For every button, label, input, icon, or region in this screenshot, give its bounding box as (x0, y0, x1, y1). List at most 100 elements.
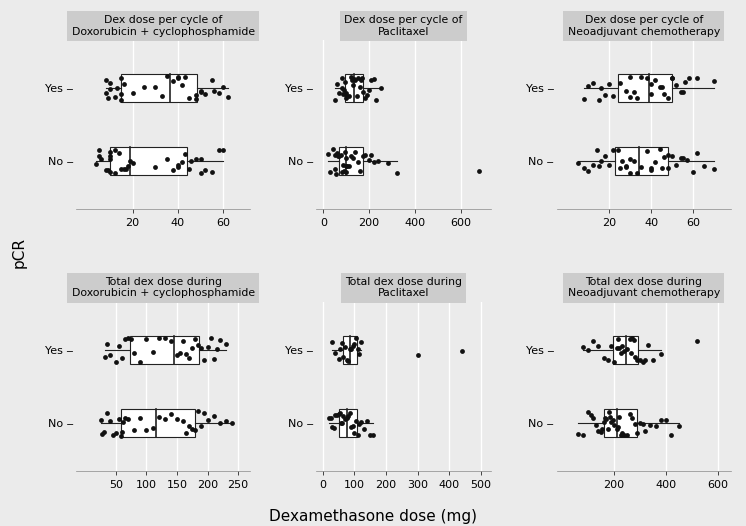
Title: Total dex dose during
Doxorubicin + cyclophosphamide: Total dex dose during Doxorubicin + cycl… (72, 277, 255, 298)
Point (156, 92, 168, 100)
FancyBboxPatch shape (613, 336, 638, 363)
Point (101, 409, 113, 418)
Point (226, 419, 238, 428)
Point (199, 89, 211, 98)
Point (342, 357, 354, 365)
Point (606, 418, 618, 426)
Point (116, 74, 128, 82)
Point (342, 161, 354, 170)
Point (104, 351, 116, 359)
Point (332, 152, 344, 160)
Point (607, 145, 619, 154)
Point (220, 339, 232, 348)
Point (160, 154, 172, 163)
Point (586, 79, 598, 88)
Point (167, 166, 179, 175)
Point (116, 95, 128, 104)
Point (334, 345, 346, 353)
Point (104, 85, 116, 94)
Point (650, 157, 662, 166)
Point (612, 146, 624, 154)
Point (336, 339, 348, 347)
Point (620, 163, 632, 171)
Point (595, 428, 607, 436)
Point (612, 335, 624, 343)
Point (101, 94, 113, 102)
Point (368, 431, 380, 439)
Point (616, 342, 628, 350)
Point (167, 77, 179, 85)
Point (116, 90, 128, 98)
Point (348, 74, 360, 83)
Point (615, 431, 627, 440)
Point (628, 88, 640, 96)
Point (577, 342, 589, 351)
Point (677, 87, 689, 96)
Point (624, 335, 636, 343)
Point (671, 160, 683, 169)
Point (606, 342, 618, 350)
Point (620, 162, 632, 170)
Point (153, 334, 165, 342)
Point (662, 94, 674, 102)
Point (361, 90, 373, 99)
Point (93, 146, 104, 154)
Point (366, 150, 377, 159)
Point (99, 88, 111, 97)
Point (698, 161, 709, 170)
Point (636, 358, 648, 366)
Point (342, 162, 354, 170)
Point (328, 424, 340, 432)
Point (572, 159, 584, 168)
Point (159, 415, 171, 423)
Point (683, 74, 695, 82)
Point (336, 84, 348, 92)
Point (344, 409, 356, 418)
Point (631, 429, 643, 438)
Point (127, 159, 139, 167)
Point (222, 93, 233, 101)
Point (117, 418, 129, 426)
Point (606, 416, 618, 424)
Title: Dex dose per cycle of
Neoadjuvant chemotherapy: Dex dose per cycle of Neoadjuvant chemot… (568, 15, 720, 37)
Point (608, 421, 620, 429)
Point (195, 88, 207, 96)
Point (355, 418, 367, 427)
Point (190, 95, 202, 104)
Point (618, 430, 630, 439)
Point (679, 78, 691, 86)
Point (350, 333, 362, 342)
Point (93, 151, 104, 160)
Point (207, 412, 219, 420)
Point (340, 94, 352, 103)
Point (391, 169, 403, 177)
Point (199, 165, 211, 174)
Point (334, 150, 346, 159)
Title: Dex dose per cycle of
Paclitaxel: Dex dose per cycle of Paclitaxel (345, 15, 463, 37)
Point (658, 153, 670, 161)
Point (473, 167, 485, 175)
Point (630, 93, 642, 102)
Point (184, 94, 195, 103)
Point (374, 84, 386, 92)
Point (329, 95, 341, 104)
Point (99, 353, 111, 361)
Point (583, 167, 595, 175)
Point (354, 83, 366, 91)
Text: pCR: pCR (11, 237, 26, 268)
Point (127, 88, 139, 97)
Point (681, 156, 693, 165)
Point (192, 407, 204, 416)
Point (381, 159, 393, 167)
Point (340, 90, 352, 99)
Point (109, 145, 121, 154)
Point (113, 342, 125, 350)
Point (325, 168, 336, 176)
Point (687, 167, 699, 176)
Point (603, 408, 615, 416)
Point (601, 356, 613, 365)
Point (95, 416, 107, 424)
Point (340, 89, 352, 97)
Point (338, 86, 350, 94)
Point (627, 336, 639, 344)
